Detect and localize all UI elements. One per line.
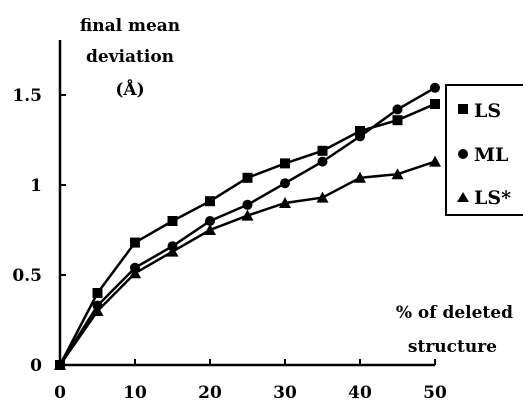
x-axis-title-line-2: structure	[408, 337, 497, 357]
x-tick-label: 20	[198, 383, 222, 403]
data-point-ls	[355, 126, 365, 136]
series-line-ml	[58, 86, 436, 366]
data-point-ls	[317, 145, 328, 156]
data-point-ls	[92, 288, 103, 298]
legend-marker-ml	[458, 149, 468, 159]
y-axis-title-line-2: deviation	[86, 47, 174, 67]
data-point-ml	[430, 82, 440, 93]
data-point-ls-star	[354, 171, 366, 183]
y-axis-title-line-3: (Å)	[115, 78, 144, 100]
legend-label-ls: LS	[474, 100, 501, 122]
legend-marker-ls-star	[457, 192, 469, 202]
data-point-ls	[280, 158, 290, 169]
data-point-ls-star	[429, 155, 441, 167]
data-point-ls	[167, 216, 178, 226]
data-point-ls	[430, 99, 440, 109]
data-point-ml	[280, 178, 290, 189]
y-tick-label: 0	[30, 356, 42, 376]
series-line-ls-star	[58, 160, 436, 366]
legend-label-ml: ML	[474, 144, 508, 166]
data-point-ls	[392, 115, 403, 126]
data-point-ml	[317, 156, 328, 167]
x-tick-label: 40	[348, 383, 372, 403]
legend-marker-ls	[458, 104, 468, 114]
data-point-ml	[205, 216, 215, 226]
data-point-ls-star	[204, 224, 216, 235]
data-point-ml	[355, 131, 365, 142]
y-tick-label: 0.5	[12, 266, 42, 286]
x-axis-title-line-1: % of deleted	[396, 303, 513, 323]
data-point-ls-star	[54, 359, 66, 370]
data-point-ls	[242, 172, 253, 183]
x-tick-label: 50	[423, 383, 447, 403]
data-point-ls-star	[391, 168, 404, 180]
x-tick-label: 30	[273, 383, 297, 403]
x-tick-label: 0	[54, 383, 66, 403]
data-point-ls-star	[91, 305, 104, 316]
y-axis-title-line-1: final mean	[80, 16, 180, 36]
series-line-ls	[58, 102, 436, 366]
data-point-ml	[242, 199, 253, 210]
data-point-ls-star	[279, 197, 291, 208]
data-point-ml	[392, 104, 403, 115]
data-point-ls	[205, 196, 215, 207]
legend-label-ls-star: LS*	[474, 187, 511, 209]
data-point-ls-star	[241, 209, 254, 221]
x-tick-label: 10	[123, 383, 147, 403]
data-point-ls-star	[316, 191, 329, 203]
y-tick-label: 1.5	[12, 86, 42, 106]
data-point-ls	[130, 237, 140, 248]
data-point-ls-star	[166, 245, 179, 257]
y-tick-label: 1	[30, 176, 42, 196]
data-point-ls-star	[129, 267, 141, 279]
legend: LS ML LS*	[445, 84, 523, 216]
